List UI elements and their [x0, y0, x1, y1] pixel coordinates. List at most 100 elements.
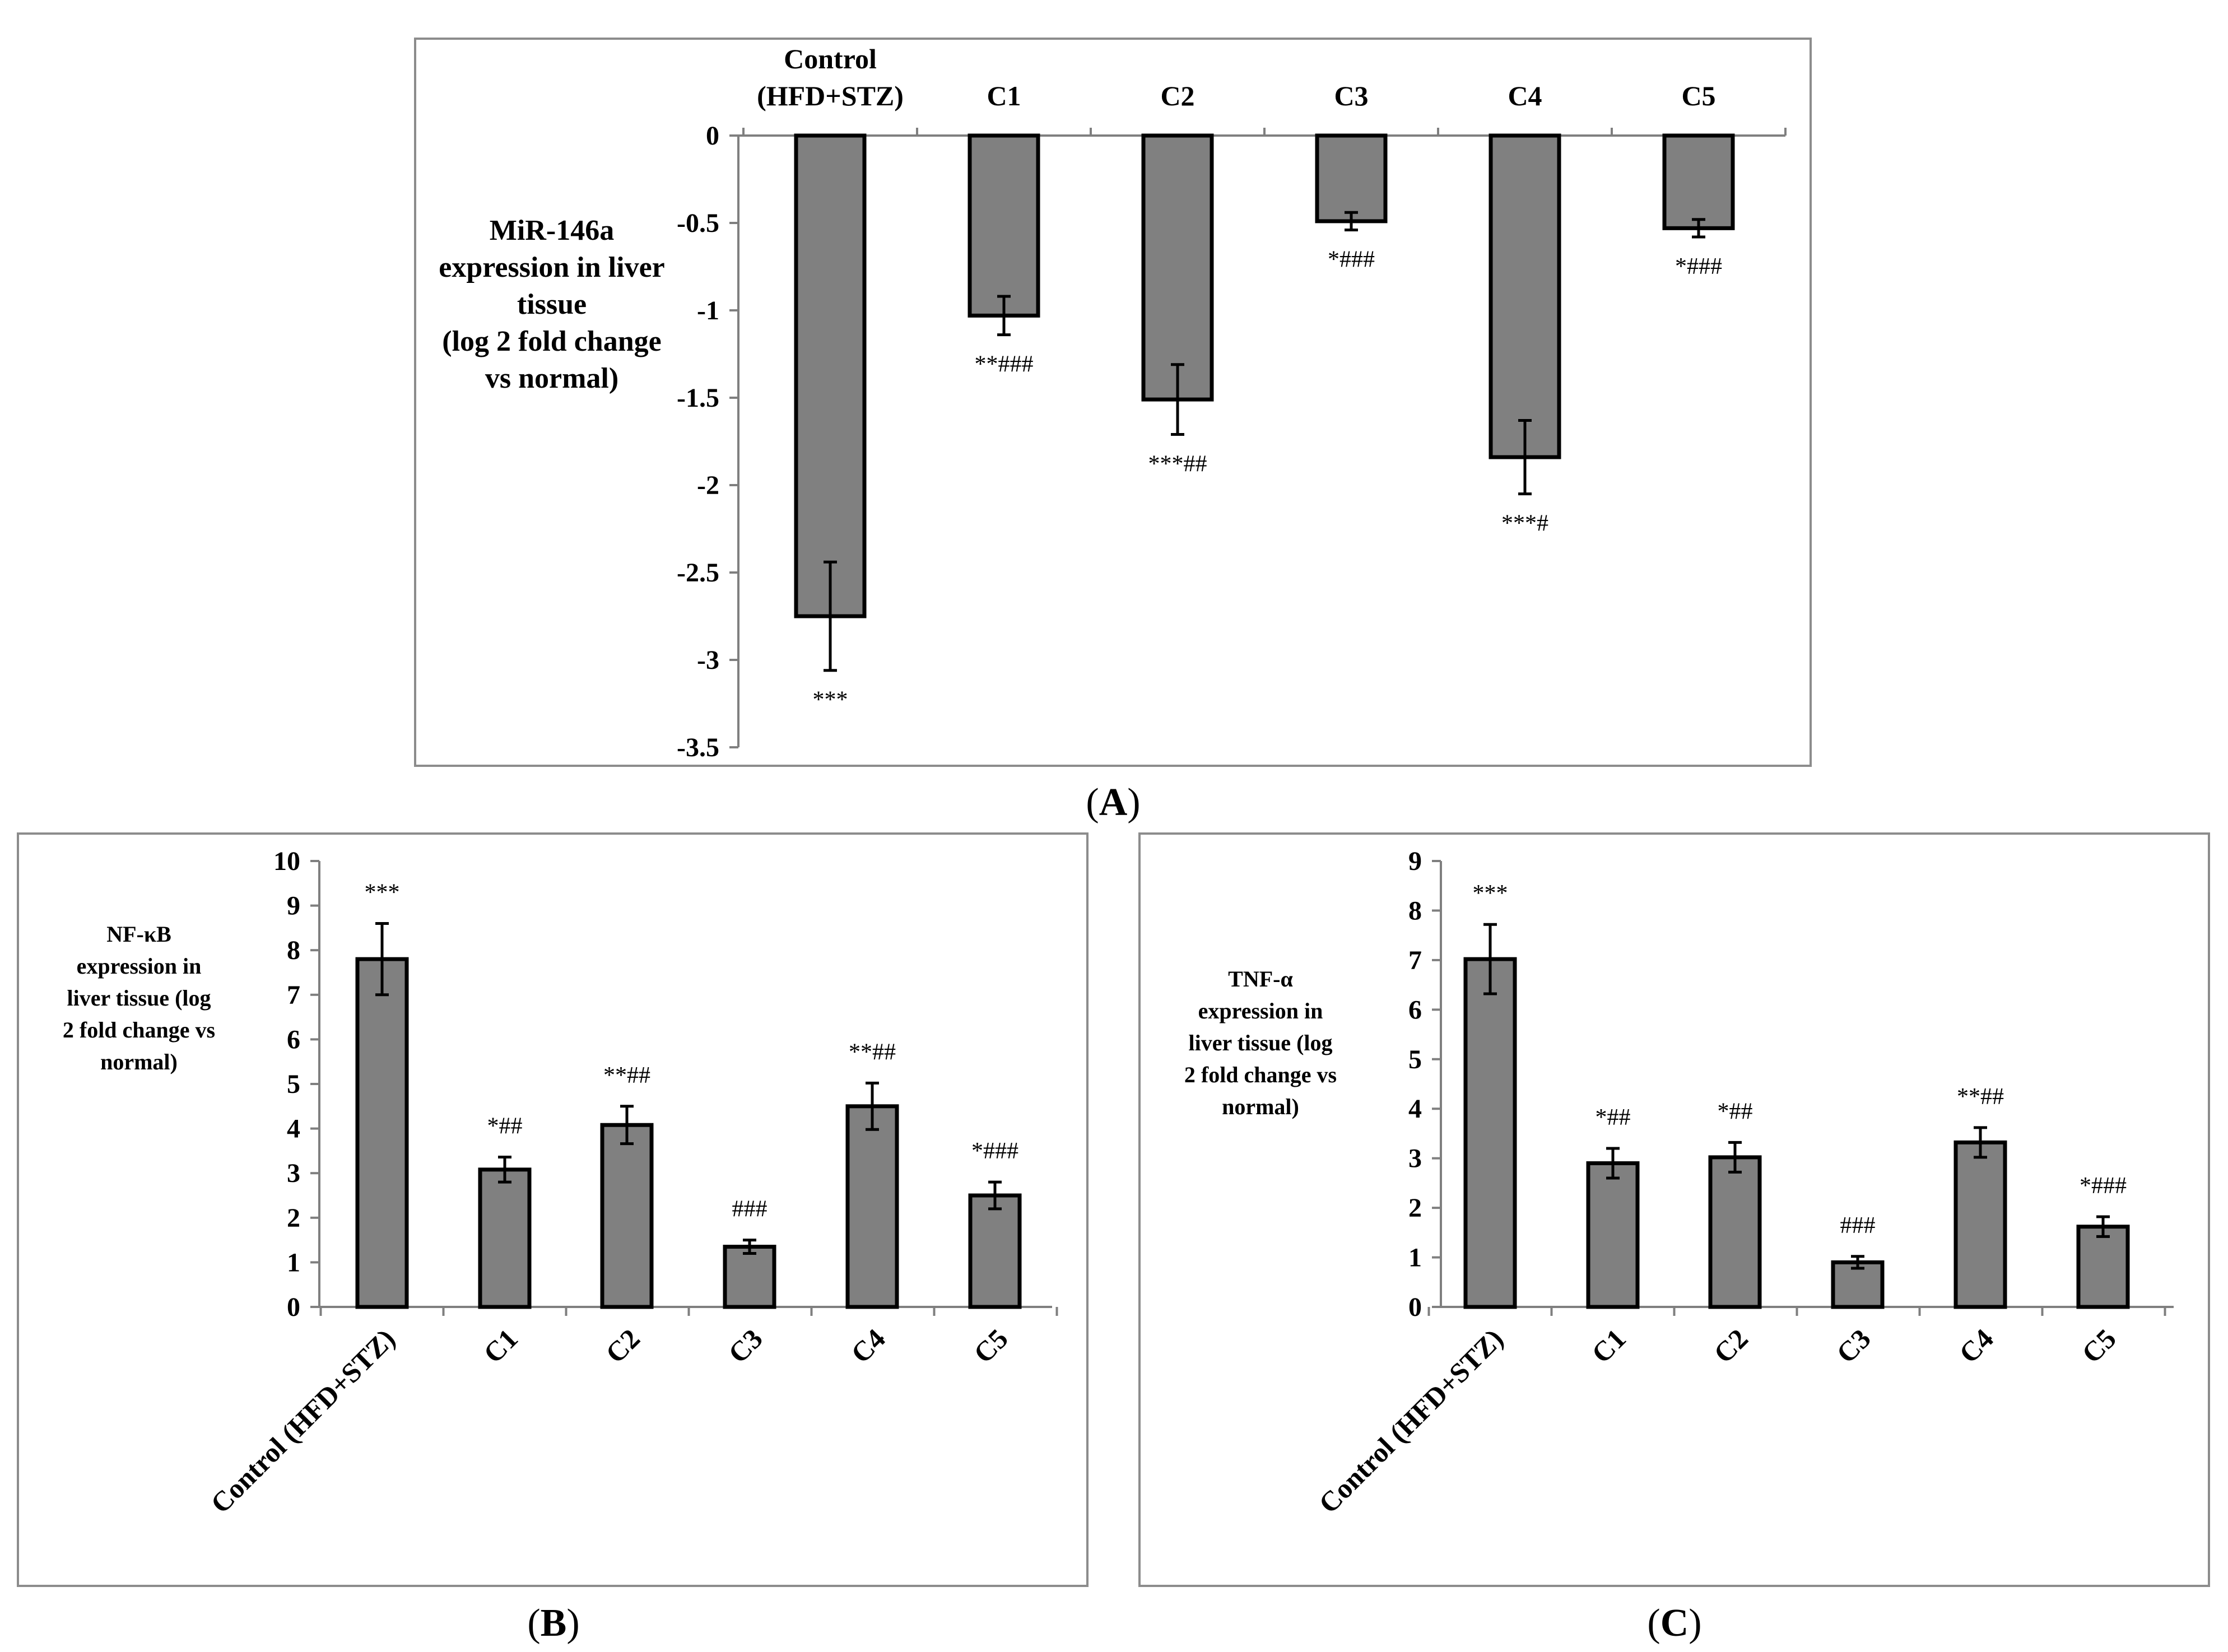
y-tick-label-b: 6	[287, 1025, 300, 1054]
y-tick-label-a: -3	[697, 645, 719, 675]
error-bar-b-4	[866, 1081, 879, 1131]
bar-a-3	[1315, 133, 1388, 224]
significance-label-a-4: ***#	[1501, 511, 1548, 537]
y-tick-label-b: 8	[287, 936, 300, 965]
significance-label-a-0: ***	[813, 687, 848, 713]
y-tick-label-b: 4	[287, 1114, 300, 1144]
y-axis-label-line: vs normal)	[485, 362, 618, 394]
panel-label-a: (A)	[1086, 781, 1140, 824]
bar-c-0	[1463, 957, 1517, 1309]
category-label-line: Control	[784, 43, 877, 75]
error-bar-c-4	[1974, 1126, 1987, 1159]
bar-b-5	[968, 1193, 1022, 1309]
category-label-a-5: C5	[1681, 80, 1715, 111]
category-label-line: C4	[1508, 80, 1542, 111]
y-tick-label-b: 10	[273, 846, 300, 876]
bar-a-2	[1141, 133, 1214, 402]
y-axis-label-line: expression in	[1198, 998, 1323, 1023]
error-bar-c-1	[1606, 1147, 1620, 1180]
y-tick-label-c: 8	[1408, 896, 1422, 925]
y-axis-label-line: liver tissue (log	[67, 985, 211, 1011]
y-tick-label-b: 3	[287, 1158, 300, 1188]
category-label-a-2: C2	[1160, 80, 1194, 111]
y-tick-label-a: -1	[697, 296, 719, 325]
category-label-line: C3	[1334, 80, 1368, 111]
error-bar-b-5	[988, 1180, 1002, 1211]
y-axis-label-line: liver tissue (log	[1188, 1030, 1332, 1055]
y-tick-label-a: -2	[697, 471, 719, 500]
significance-label-b-5: *###	[971, 1138, 1018, 1164]
bar-c-2	[1708, 1155, 1762, 1309]
bar-b-0	[355, 957, 409, 1309]
chart-panel-b: 012345678910****##**#####**##*###Control…	[63, 846, 1058, 1519]
category-label-a-4: C4	[1508, 80, 1542, 111]
y-tick-label-a: 0	[706, 121, 719, 151]
y-tick-label-b: 0	[287, 1292, 300, 1322]
y-axis-label-line: normal)	[100, 1049, 178, 1074]
significance-label-c-5: *###	[2080, 1173, 2127, 1199]
y-tick-label-c: 6	[1408, 995, 1422, 1025]
bar-b-2	[600, 1123, 654, 1309]
significance-label-b-2: **##	[603, 1063, 650, 1088]
significance-label-b-1: *##	[487, 1114, 523, 1139]
y-axis-label-line: tissue	[517, 288, 587, 320]
category-label-a-1: C1	[987, 80, 1021, 111]
significance-label-c-2: *##	[1718, 1099, 1753, 1124]
y-tick-label-c: 2	[1408, 1193, 1422, 1223]
error-bar-c-3	[1851, 1255, 1864, 1270]
y-axis-label-line: (log 2 fold change	[442, 325, 661, 357]
y-axis-label-line: 2 fold change vs	[1184, 1062, 1337, 1087]
error-bar-c-0	[1483, 923, 1497, 995]
y-tick-label-c: 1	[1408, 1243, 1422, 1273]
y-tick-label-a: -0.5	[677, 208, 719, 238]
error-bar-b-1	[498, 1156, 511, 1184]
bar-b-3	[723, 1245, 776, 1309]
significance-label-a-1: **###	[975, 352, 1034, 378]
significance-label-a-3: *###	[1328, 246, 1375, 272]
error-bar-b-2	[620, 1105, 634, 1146]
error-bar-c-2	[1728, 1141, 1742, 1174]
significance-label-b-4: **##	[849, 1039, 896, 1065]
y-axis-label-line: MiR-146a	[490, 215, 614, 246]
y-axis-label-line: NF-κB	[106, 922, 171, 947]
y-tick-label-b: 1	[287, 1248, 300, 1277]
category-label-a-3: C3	[1334, 80, 1368, 111]
error-bar-b-3	[743, 1239, 756, 1255]
error-bar-a-5	[1692, 218, 1705, 239]
panel-c-frame	[1138, 832, 2210, 1587]
significance-label-a-2: ***##	[1148, 452, 1207, 477]
error-bar-a-4	[1518, 419, 1532, 496]
y-tick-label-a: -3.5	[677, 733, 719, 762]
error-bar-a-2	[1171, 363, 1184, 436]
y-axis-label-line: expression in liver	[439, 252, 664, 283]
error-bar-a-1	[997, 295, 1011, 337]
bar-a-4	[1489, 133, 1561, 459]
y-axis-label-b: NF-κB expression in liver tissue (log 2 fol…	[63, 922, 215, 1074]
y-axis-label-line: 2 fold change vs	[63, 1017, 215, 1043]
y-tick-label-b: 2	[287, 1203, 300, 1233]
panel-label-b: (B)	[527, 1602, 579, 1645]
y-tick-label-c: 0	[1408, 1292, 1422, 1322]
significance-label-c-4: **##	[1957, 1084, 2004, 1110]
bar-b-4	[845, 1104, 899, 1309]
category-label-a-0: Control (HFD+STZ)	[757, 43, 904, 111]
y-tick-label-a: -1.5	[677, 383, 719, 413]
y-tick-label-c: 9	[1408, 846, 1422, 876]
bar-c-4	[1953, 1140, 2007, 1309]
category-label-line: C5	[1681, 80, 1715, 111]
error-bar-a-3	[1345, 211, 1358, 231]
panel-label-c: (C)	[1647, 1602, 1701, 1645]
category-label-line: C2	[1160, 80, 1194, 111]
error-bar-c-5	[2096, 1215, 2110, 1238]
error-bar-b-0	[375, 922, 389, 997]
bar-a-1	[968, 133, 1040, 318]
category-label-line: C1	[987, 80, 1021, 111]
significance-label-c-3: ###	[1840, 1213, 1876, 1239]
y-tick-label-b: 7	[287, 980, 300, 1010]
y-tick-label-c: 7	[1408, 946, 1422, 975]
y-tick-label-a: -2.5	[677, 558, 719, 588]
y-tick-label-c: 3	[1408, 1144, 1422, 1174]
significance-label-c-1: *##	[1596, 1105, 1631, 1130]
bar-b-1	[478, 1167, 532, 1309]
